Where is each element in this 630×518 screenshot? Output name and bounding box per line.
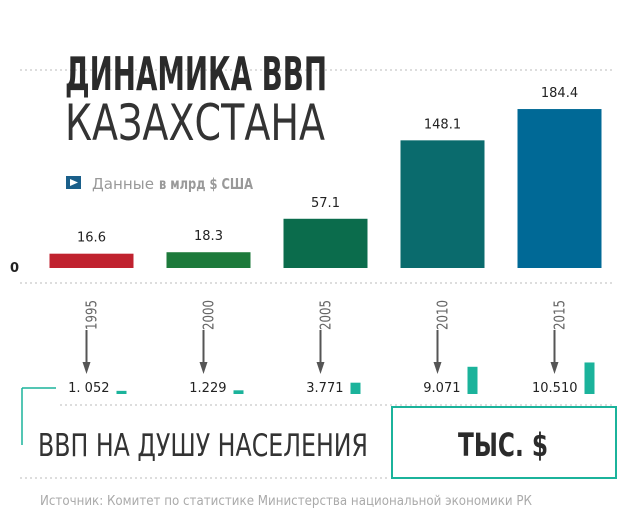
- arrow-head: [82, 362, 91, 374]
- arrow-head: [433, 362, 442, 374]
- chart-subtitle: КАЗАХСТАНА: [65, 94, 325, 152]
- bar: [166, 252, 251, 268]
- play-icon-glyph: [70, 179, 78, 186]
- unit-box: [391, 406, 617, 479]
- per-capita-bar: [584, 362, 595, 394]
- x-tick-label: 2015: [551, 300, 569, 330]
- per-capita-label: 10.510: [532, 381, 578, 396]
- per-capita-label: 9.071: [423, 381, 460, 396]
- arrow-head: [550, 362, 559, 374]
- bar: [400, 140, 485, 268]
- value-label: 148.1: [424, 117, 461, 132]
- per-capita-label: 3.771: [306, 381, 343, 396]
- bar: [517, 109, 602, 268]
- per-capita-title: ВВП НА ДУШУ НАСЕЛЕНИЯ: [38, 428, 368, 464]
- x-tick-label: 2000: [200, 300, 218, 330]
- per-capita-label: 1. 052: [68, 381, 109, 396]
- x-tick-label: 2005: [317, 300, 335, 330]
- bar: [283, 218, 368, 268]
- chart-title: ДИНАМИКА ВВП: [65, 47, 327, 101]
- arrow-head: [316, 362, 325, 374]
- x-tick-label: 1995: [83, 300, 101, 330]
- arrow-head: [199, 362, 208, 374]
- bar: [49, 253, 134, 268]
- y-tick-label: 0: [10, 261, 19, 276]
- per-capita-bar: [116, 390, 127, 394]
- value-label: 57.1: [311, 196, 340, 211]
- unit: в млрд $ США: [159, 175, 253, 193]
- value-label: 18.3: [194, 229, 223, 244]
- per-capita-bar: [233, 390, 244, 394]
- source: Источник: Комитет по статистике Министер…: [40, 494, 532, 509]
- per-capita-bar: [350, 382, 361, 394]
- value-label: 184.4: [541, 86, 578, 101]
- note: Данные: [92, 175, 154, 193]
- per-capita-unit: ТЫС. $: [458, 426, 548, 464]
- per-capita-bar: [467, 366, 478, 394]
- x-tick-label: 2010: [434, 300, 452, 330]
- value-label: 16.6: [77, 231, 106, 246]
- per-capita-label: 1.229: [189, 381, 226, 396]
